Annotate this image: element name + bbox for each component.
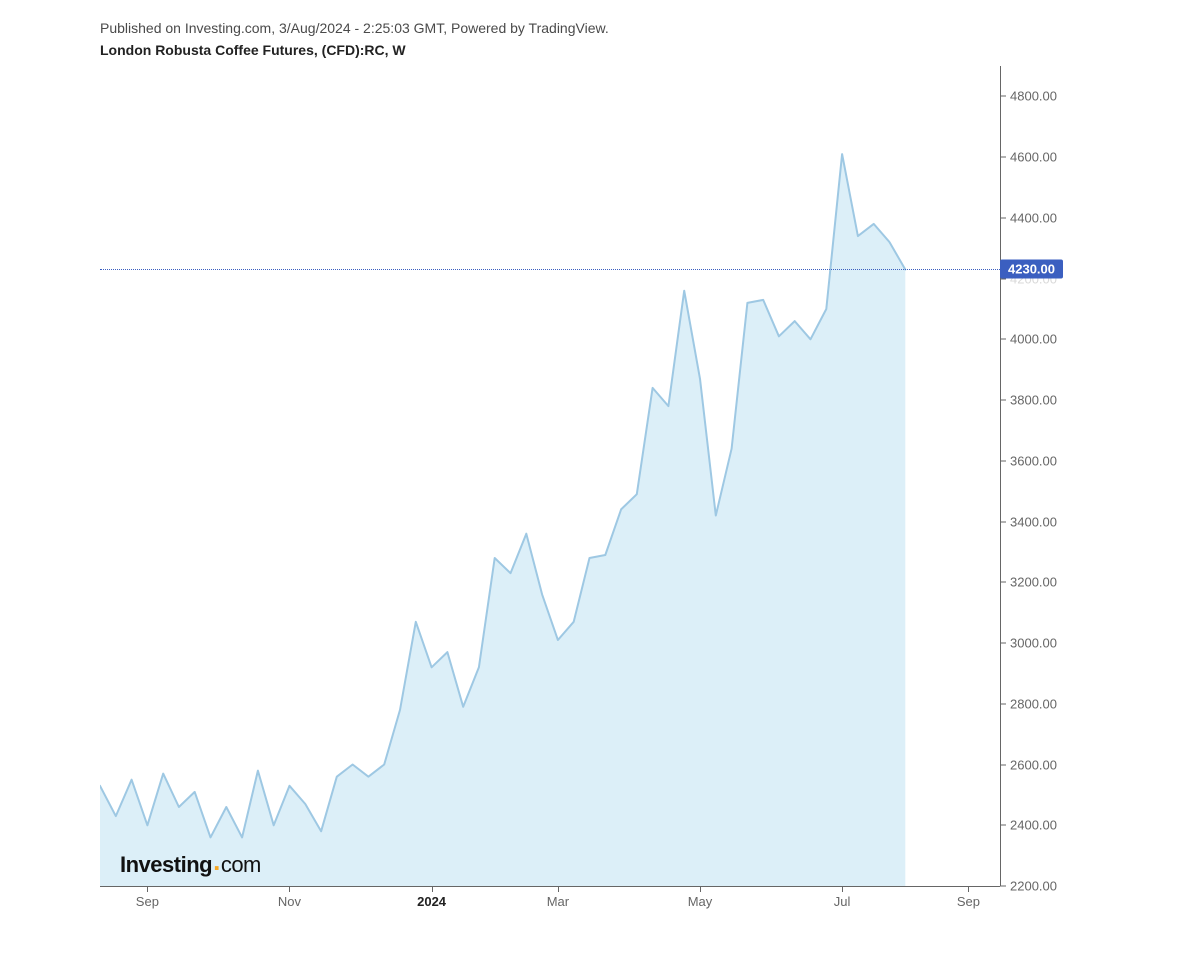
y-tick-mark bbox=[1000, 339, 1006, 340]
x-axis: Sep Nov 2024 Mar May Jul Sep bbox=[100, 886, 1000, 926]
y-tick-label: 2600.00 bbox=[1010, 757, 1057, 772]
y-tick-label: 4600.00 bbox=[1010, 150, 1057, 165]
y-tick-label: 3600.00 bbox=[1010, 453, 1057, 468]
x-tick-mark bbox=[968, 886, 969, 892]
x-tick-mark bbox=[147, 886, 148, 892]
x-tick-label: Sep bbox=[136, 894, 159, 909]
x-tick-label: Nov bbox=[278, 894, 301, 909]
chart-title-text: London Robusta Coffee Futures, (CFD):RC, bbox=[100, 42, 389, 58]
chart-container: Published on Investing.com, 3/Aug/2024 -… bbox=[0, 0, 1200, 960]
y-tick-label: 2800.00 bbox=[1010, 696, 1057, 711]
x-tick-label: Sep bbox=[957, 894, 980, 909]
chart-shell: Investing.com 2200.00 2400.00 2600.00 2800.… bbox=[100, 66, 1160, 926]
price-area-chart bbox=[100, 66, 1000, 886]
y-tick-label: 2400.00 bbox=[1010, 818, 1057, 833]
y-tick-mark bbox=[1000, 96, 1006, 97]
y-tick-mark bbox=[1000, 886, 1006, 887]
y-tick-mark bbox=[1000, 400, 1006, 401]
chart-interval: W bbox=[392, 42, 405, 58]
y-tick-mark bbox=[1000, 825, 1006, 826]
plot-area[interactable]: Investing.com bbox=[100, 66, 1000, 886]
y-tick-label: 4800.00 bbox=[1010, 89, 1057, 104]
x-tick-mark bbox=[432, 886, 433, 892]
current-price-tag: 4230.00 bbox=[1000, 260, 1063, 279]
y-tick-label: 4000.00 bbox=[1010, 332, 1057, 347]
y-tick-mark bbox=[1000, 460, 1006, 461]
y-tick-label: 3000.00 bbox=[1010, 636, 1057, 651]
x-tick-mark bbox=[842, 886, 843, 892]
y-tick-label: 4400.00 bbox=[1010, 210, 1057, 225]
x-tick-label: May bbox=[688, 894, 713, 909]
y-tick-mark bbox=[1000, 703, 1006, 704]
y-tick-label: 3400.00 bbox=[1010, 514, 1057, 529]
x-tick-mark bbox=[289, 886, 290, 892]
x-tick-mark bbox=[558, 886, 559, 892]
y-tick-mark bbox=[1000, 764, 1006, 765]
y-tick-mark bbox=[1000, 582, 1006, 583]
y-tick-mark bbox=[1000, 217, 1006, 218]
x-tick-label: 2024 bbox=[417, 894, 446, 909]
area-fill bbox=[100, 154, 905, 886]
y-tick-mark bbox=[1000, 157, 1006, 158]
y-axis: 2200.002400.002600.002800.003000.003200.… bbox=[1000, 66, 1160, 886]
y-tick-label: 3200.00 bbox=[1010, 575, 1057, 590]
y-tick-label: 3800.00 bbox=[1010, 393, 1057, 408]
x-tick-mark bbox=[700, 886, 701, 892]
y-tick-mark bbox=[1000, 643, 1006, 644]
x-tick-label: Jul bbox=[834, 894, 851, 909]
chart-title: London Robusta Coffee Futures, (CFD):RC,… bbox=[100, 42, 1160, 58]
y-tick-mark bbox=[1000, 521, 1006, 522]
published-line: Published on Investing.com, 3/Aug/2024 -… bbox=[100, 20, 1160, 36]
x-tick-label: Mar bbox=[547, 894, 569, 909]
y-tick-label: 2200.00 bbox=[1010, 879, 1057, 894]
